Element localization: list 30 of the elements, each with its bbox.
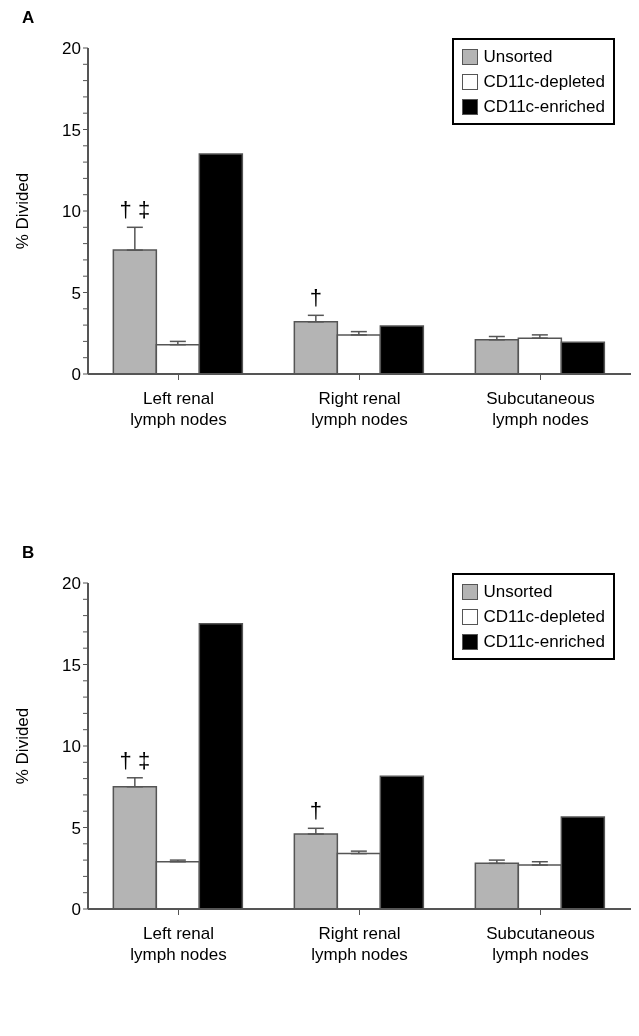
chart-title: A <box>22 8 35 28</box>
chart-title: B <box>22 543 35 563</box>
x-tick-label: Right renal lymph nodes <box>311 924 408 964</box>
x-tick-label: Right renal lymph nodes <box>311 389 408 429</box>
x-tick-label: Left renal lymph nodes <box>130 389 227 429</box>
legend-label: Unsorted <box>483 581 553 603</box>
y-tick-label: 20 <box>62 574 81 594</box>
legend-label: CD11c-depleted <box>483 606 605 628</box>
legend-label: CD11c-enriched <box>483 96 605 118</box>
y-tick-label: 5 <box>71 283 81 303</box>
y-tick-label: 10 <box>62 202 81 222</box>
y-tick-label: 15 <box>62 655 81 675</box>
annotation: † ‡ <box>119 747 151 773</box>
y-tick-label: 10 <box>62 737 81 757</box>
annotation: † <box>309 798 322 824</box>
x-tick-label: Subcutaneous lymph nodes <box>486 389 595 429</box>
y-tick-label: 0 <box>71 900 81 920</box>
annotation: † <box>309 285 322 311</box>
y-axis-title: % Divided <box>13 172 33 250</box>
x-tick-label: Subcutaneous lymph nodes <box>486 924 595 964</box>
y-tick-label: 5 <box>71 818 81 838</box>
legend-label: Unsorted <box>483 46 553 68</box>
y-tick-label: 15 <box>62 120 81 140</box>
legend-label: CD11c-enriched <box>483 631 605 653</box>
y-tick-label: 20 <box>62 39 81 59</box>
y-axis-title: % Divided <box>13 707 33 785</box>
y-tick-label: 0 <box>71 365 81 385</box>
x-tick-label: Left renal lymph nodes <box>130 924 227 964</box>
annotation: † ‡ <box>119 197 151 223</box>
legend-label: CD11c-depleted <box>483 71 605 93</box>
